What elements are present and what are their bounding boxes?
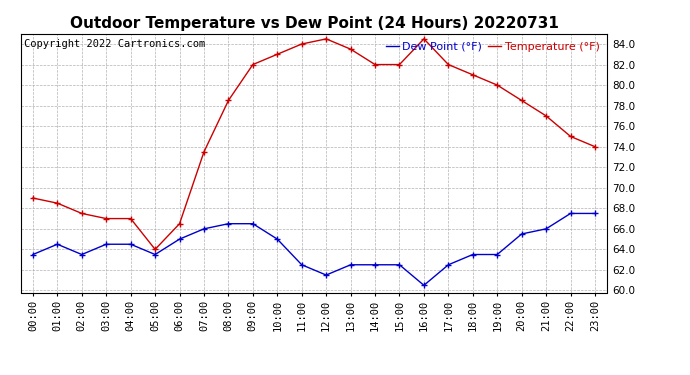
Temperature (°F) bbox=[566, 134, 575, 139]
Line: Temperature (°F): Temperature (°F) bbox=[30, 36, 598, 252]
Dew Point (°F) bbox=[151, 252, 159, 257]
Temperature (°F) bbox=[346, 47, 355, 51]
Temperature (°F) bbox=[53, 201, 61, 206]
Temperature (°F) bbox=[273, 52, 282, 57]
Dew Point (°F) bbox=[248, 222, 257, 226]
Temperature (°F) bbox=[322, 37, 331, 41]
Dew Point (°F) bbox=[78, 252, 86, 257]
Temperature (°F) bbox=[248, 62, 257, 67]
Legend: Dew Point (°F), Temperature (°F): Dew Point (°F), Temperature (°F) bbox=[384, 39, 602, 54]
Dew Point (°F) bbox=[273, 237, 282, 242]
Temperature (°F) bbox=[371, 62, 380, 67]
Temperature (°F) bbox=[126, 216, 135, 221]
Temperature (°F) bbox=[591, 144, 599, 149]
Dew Point (°F) bbox=[322, 273, 331, 277]
Temperature (°F) bbox=[420, 37, 428, 41]
Dew Point (°F) bbox=[371, 262, 380, 267]
Dew Point (°F) bbox=[175, 237, 184, 242]
Temperature (°F) bbox=[493, 83, 502, 87]
Line: Dew Point (°F): Dew Point (°F) bbox=[30, 211, 598, 288]
Dew Point (°F) bbox=[542, 226, 550, 231]
Temperature (°F) bbox=[518, 98, 526, 103]
Dew Point (°F) bbox=[224, 222, 233, 226]
Temperature (°F) bbox=[542, 114, 550, 118]
Dew Point (°F) bbox=[469, 252, 477, 257]
Temperature (°F) bbox=[175, 222, 184, 226]
Dew Point (°F) bbox=[493, 252, 502, 257]
Dew Point (°F) bbox=[566, 211, 575, 216]
Dew Point (°F) bbox=[395, 262, 404, 267]
Temperature (°F) bbox=[102, 216, 110, 221]
Dew Point (°F) bbox=[297, 262, 306, 267]
Dew Point (°F) bbox=[518, 232, 526, 236]
Temperature (°F) bbox=[469, 73, 477, 77]
Title: Outdoor Temperature vs Dew Point (24 Hours) 20220731: Outdoor Temperature vs Dew Point (24 Hou… bbox=[70, 16, 558, 31]
Temperature (°F) bbox=[29, 196, 37, 200]
Dew Point (°F) bbox=[346, 262, 355, 267]
Temperature (°F) bbox=[78, 211, 86, 216]
Temperature (°F) bbox=[297, 42, 306, 46]
Temperature (°F) bbox=[200, 150, 208, 154]
Dew Point (°F) bbox=[444, 262, 453, 267]
Temperature (°F) bbox=[395, 62, 404, 67]
Dew Point (°F) bbox=[420, 283, 428, 288]
Temperature (°F) bbox=[224, 98, 233, 103]
Dew Point (°F) bbox=[29, 252, 37, 257]
Dew Point (°F) bbox=[102, 242, 110, 246]
Temperature (°F) bbox=[151, 247, 159, 252]
Temperature (°F) bbox=[444, 62, 453, 67]
Dew Point (°F) bbox=[126, 242, 135, 246]
Dew Point (°F) bbox=[200, 226, 208, 231]
Dew Point (°F) bbox=[591, 211, 599, 216]
Dew Point (°F) bbox=[53, 242, 61, 246]
Text: Copyright 2022 Cartronics.com: Copyright 2022 Cartronics.com bbox=[23, 39, 205, 49]
